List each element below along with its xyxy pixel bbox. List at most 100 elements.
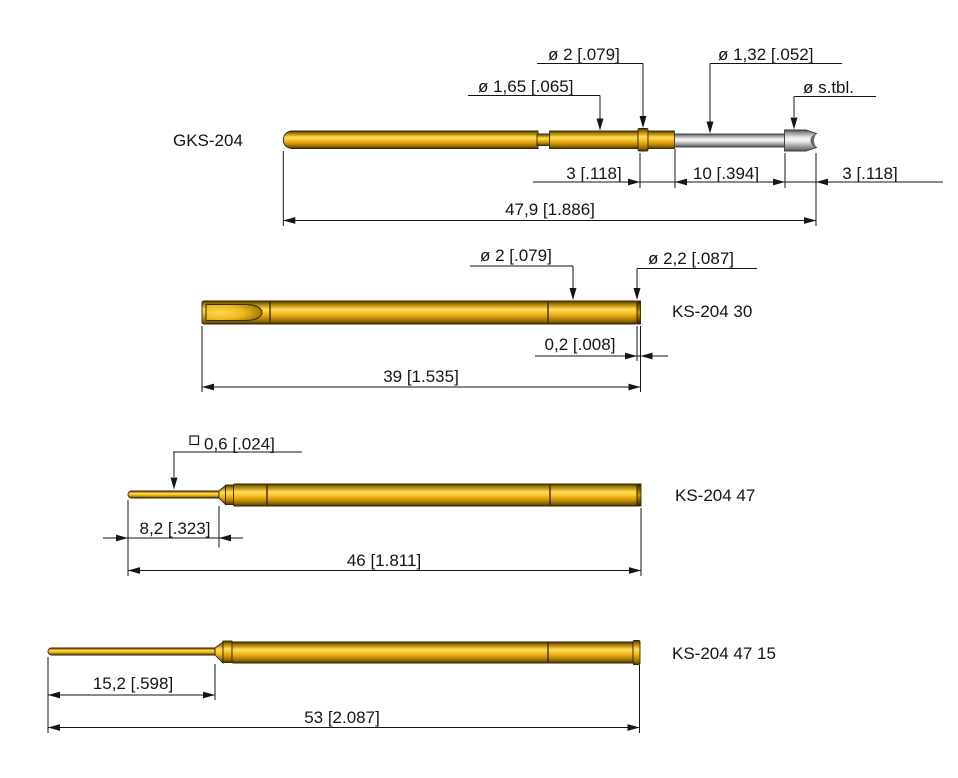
ks-204-47-end-band xyxy=(636,483,642,507)
leader-arrow-icon xyxy=(706,121,714,134)
dim-arrow-icon xyxy=(203,691,215,699)
ks-204-47-15-barrel xyxy=(231,641,634,664)
ks-204-47-15-tip-cone xyxy=(214,641,224,665)
ks-204-47-15-end-ring xyxy=(632,640,641,665)
gks-204-groove xyxy=(536,133,550,146)
leader-arrow-icon xyxy=(596,118,604,131)
dim-text-seg1: 3 [.118] xyxy=(566,164,621,183)
callout-text: ø 1,32 [.052] xyxy=(718,45,813,64)
dim-arrow-icon xyxy=(628,178,640,186)
probe-row-ks-204-30: KS-204 30 ø 2 [.079] ø 2,2 [.087] 0,2 [.… xyxy=(201,246,757,392)
leader-line xyxy=(709,63,842,122)
extension-and-dimension-lines xyxy=(47,657,216,733)
dim-arrow-icon xyxy=(816,178,828,186)
ks-204-30-receptacle-slot xyxy=(205,304,263,321)
ks-204-30-end-lip xyxy=(636,300,641,325)
dim-arrow-icon xyxy=(628,383,641,391)
dim-arrow-icon xyxy=(219,534,231,542)
leader-line xyxy=(537,63,644,117)
callout-dia-see-table: ø s.tbl. xyxy=(790,78,876,130)
leader-arrow-icon xyxy=(170,477,178,490)
dim-arrow-icon xyxy=(675,178,687,186)
dimension-step: 0,2 [.008] xyxy=(535,326,668,392)
dim-text-total: 46 [1.811] xyxy=(347,551,421,570)
callout-dia-2-2: ø 2,2 [.087] xyxy=(633,249,757,300)
probe-name-label: KS-204 47 xyxy=(675,486,755,505)
dim-arrow-icon xyxy=(625,352,637,360)
dim-text-seg2: 10 [.394] xyxy=(693,164,759,183)
leader-arrow-icon xyxy=(633,288,641,300)
ks-204-47-tip-cone xyxy=(218,484,226,506)
leader-arrow-icon xyxy=(790,117,798,130)
gks-204-barrel xyxy=(282,130,539,149)
gks-204-barrel-front xyxy=(549,130,639,149)
ks-204-47-crimp-lines xyxy=(266,485,551,505)
probe-row-ks-204-47-15: KS-204 47 15 15,2 [.598] 53 [2.087] xyxy=(47,640,776,733)
callout-dia-1-32: ø 1,32 [.052] xyxy=(706,45,842,134)
gks-204-head-sleeve xyxy=(647,130,675,149)
extension-and-dimension-lines xyxy=(48,665,640,733)
dim-text-total: 39 [1.535] xyxy=(383,367,459,386)
ks-204-30-barrel xyxy=(201,300,638,325)
gks-204-crown-notch xyxy=(811,133,817,148)
dim-text-tip-length: 15,2 [.598] xyxy=(93,674,173,693)
ks-204-47-15-needle-tip xyxy=(47,647,216,656)
gks-204-plunger-rod xyxy=(674,133,785,148)
ks-204-47-needle-tip xyxy=(127,490,220,499)
leader-line xyxy=(636,268,757,289)
dimension-total: 47,9 [1.886] xyxy=(283,200,816,224)
leader-arrow-icon xyxy=(569,288,577,300)
callout-square-tip: 0,6 [.024] xyxy=(170,435,302,490)
dim-text-tip-length: 8,2 [.323] xyxy=(140,519,211,538)
dim-arrow-icon xyxy=(48,724,60,731)
dim-arrow-icon xyxy=(48,691,60,699)
dim-arrow-icon xyxy=(627,724,640,731)
dim-arrow-icon xyxy=(640,352,653,360)
callout-text: ø 2 [.079] xyxy=(480,246,552,265)
callout-text: ø 2 [.079] xyxy=(548,45,620,64)
leader-line xyxy=(470,265,574,289)
dim-text-total: 47,9 [1.886] xyxy=(505,200,595,219)
dim-text-step: 0,2 [.008] xyxy=(545,335,616,354)
gks-204-collar-ring xyxy=(637,128,649,152)
dimension-total: 39 [1.535] xyxy=(201,326,641,392)
probe-row-gks-204: GKS-204 ø 2 [.079] ø 1,65 [.065] ø 1,32 … xyxy=(173,45,943,226)
leader-line xyxy=(468,95,601,119)
callout-text: ø 2,2 [.087] xyxy=(648,249,734,268)
ks-204-47-barrel xyxy=(233,483,638,507)
leader-line xyxy=(173,451,302,477)
ks-204-30-crimp-lines xyxy=(269,302,549,323)
probe-row-ks-204-47: KS-204 47 0,6 [.024] 8,2 [.323] 46 [1.81… xyxy=(103,435,755,576)
dim-arrow-icon xyxy=(116,534,128,542)
callout-dia-2: ø 2 [.079] xyxy=(470,246,577,300)
probe-name-label: KS-204 47 15 xyxy=(672,644,776,663)
extension-and-dimension-lines xyxy=(201,326,641,392)
dimension-total: 53 [2.087] xyxy=(48,665,640,733)
square-symbol-icon xyxy=(189,435,200,446)
probe-name-label: KS-204 30 xyxy=(672,302,752,321)
callout-text: ø 1,65 [.065] xyxy=(478,77,573,96)
probe-name-label: GKS-204 xyxy=(173,131,243,150)
ks-204-47-front-ring xyxy=(225,484,234,505)
leader-arrow-icon xyxy=(639,116,647,128)
dim-arrow-icon xyxy=(202,383,214,391)
callout-dia-2: ø 2 [.079] xyxy=(537,45,647,128)
callout-text: ø s.tbl. xyxy=(803,78,854,97)
callout-text: 0,6 [.024] xyxy=(204,435,275,454)
dim-arrow-icon xyxy=(773,178,785,186)
callout-dia-1-65: ø 1,65 [.065] xyxy=(468,77,604,131)
dimension-tip-length: 8,2 [.323] xyxy=(103,500,243,576)
dimension-chain: 3 [.118] 10 [.394] 3 [.118] xyxy=(282,149,943,226)
dim-text-seg3: 3 [.118] xyxy=(842,164,897,183)
extension-and-dimension-lines xyxy=(128,508,642,576)
extension-lines xyxy=(282,149,817,226)
dim-arrow-icon xyxy=(804,217,816,224)
dimension-total: 46 [1.811] xyxy=(128,508,642,576)
leader-line xyxy=(793,96,876,117)
dim-arrow-icon xyxy=(128,567,140,574)
dim-arrow-icon xyxy=(283,217,296,224)
ks-204-47-15-front-ring xyxy=(222,640,233,663)
dim-text-total: 53 [2.087] xyxy=(304,708,380,727)
